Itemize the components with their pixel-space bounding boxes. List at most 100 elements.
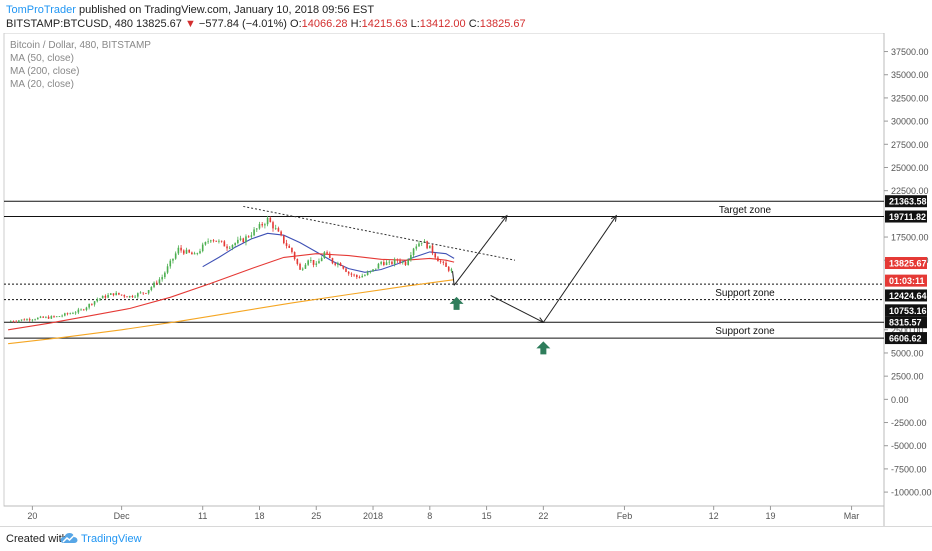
candle-body (380, 262, 382, 264)
candle-body (31, 319, 34, 321)
candle-body (299, 263, 301, 270)
time-axis: 20 Dec 11 18 25 2018 8 15 22 Feb 12 19 Mar (27, 506, 859, 521)
candle-body (137, 293, 139, 297)
plot-frame (3, 33, 885, 507)
candle-body (23, 319, 26, 321)
candle-body (407, 259, 409, 265)
price-chart[interactable]: 37500.00 35000.00 32500.00 30000.00 27500.00… (0, 33, 932, 526)
time-tick-label: 12 (709, 511, 719, 521)
zones: Target zone Support zone Support zone (4, 200, 884, 339)
candle-body (445, 262, 447, 267)
candle-body (182, 250, 185, 254)
candle-body (420, 242, 423, 244)
candle-body (147, 290, 150, 294)
candle-body (285, 243, 288, 246)
tradingview-brand[interactable]: TradingView (81, 533, 142, 545)
ma50-line (8, 253, 455, 331)
candle-body (396, 259, 399, 261)
candle-body (264, 224, 266, 226)
legend-ma200: MA (200, close) (10, 66, 79, 77)
candle-body (196, 253, 199, 255)
candle-body (215, 240, 218, 242)
candle-body (358, 277, 361, 278)
price-badge-label: 13825.67 (889, 259, 927, 269)
published-text: published on TradingView.com, January 10… (78, 4, 375, 16)
candle-body (383, 262, 385, 266)
candle-body (301, 268, 304, 270)
candle-body (123, 295, 126, 297)
candle-body (109, 293, 112, 295)
candle-body (431, 245, 434, 254)
candle-body (204, 242, 207, 245)
candle-body (118, 292, 120, 295)
candle-body (320, 258, 323, 262)
close-label: C: (468, 18, 480, 30)
price-tick-label: 35000.00 (891, 70, 929, 80)
candle-body (239, 238, 242, 240)
candle-body (364, 275, 366, 276)
price-badge-label: 12424.64 (889, 291, 927, 301)
candle-body (166, 266, 169, 273)
candle-body (323, 252, 326, 259)
candle-body (447, 266, 450, 271)
candle-body (258, 224, 261, 229)
price-tick-label: 0.00 (891, 395, 909, 405)
candle-body (247, 236, 250, 238)
candle-body (245, 236, 247, 243)
legend-title: Bitcoin / Dollar, 480, BITSTAMP (10, 40, 151, 51)
candle-body (374, 268, 377, 270)
price-badges: 21363.58 19711.82 13825.67 01:03:11 12424.64… (885, 195, 927, 345)
candle-body (131, 295, 134, 298)
candle-body (9, 321, 12, 322)
candle-body (437, 257, 439, 262)
legend-ma50: MA (50, close) (10, 53, 74, 64)
time-tick-label: 11 (198, 511, 207, 521)
price-tick-label: 25000.00 (891, 163, 929, 173)
candle-body (399, 260, 401, 263)
candle-body (104, 295, 107, 298)
candle-body (218, 240, 220, 242)
green-up-arrow-icon (536, 341, 551, 355)
price-badge-label: 21363.58 (889, 197, 927, 207)
candle-body (74, 312, 77, 314)
candle-body (77, 309, 80, 313)
candle-body (169, 260, 172, 267)
price-badge (885, 316, 927, 329)
low-label: L: (410, 18, 420, 30)
candle-body (185, 249, 188, 254)
price-tick-label: 2500.00 (891, 372, 924, 382)
candle-body (199, 251, 201, 254)
candle-body (28, 319, 31, 321)
projection-arrow-line (490, 295, 544, 323)
candle-body (369, 270, 372, 273)
author-link[interactable]: TomProTrader (6, 4, 76, 16)
price-tick-label: 32500.00 (891, 93, 929, 103)
candle-body (377, 263, 380, 269)
candle-body (47, 316, 50, 319)
candle-body (237, 239, 239, 244)
candle-body (293, 252, 296, 260)
time-tick-label: 18 (254, 511, 264, 521)
candle-body (412, 248, 415, 256)
candle-body (410, 255, 412, 260)
low-value: 13412.00 (419, 18, 466, 30)
candle-body (174, 253, 177, 259)
candle-body (172, 258, 174, 261)
price-badge-label: 10753.16 (889, 306, 927, 316)
candle-body (128, 295, 131, 298)
candle-body (261, 224, 263, 226)
zone-label: Target zone (719, 205, 772, 216)
price-badge (885, 257, 927, 270)
candle-body (58, 316, 61, 318)
candle-body (20, 319, 23, 321)
candle-body (26, 319, 28, 321)
candle-body (107, 294, 109, 298)
candle-body (442, 261, 445, 263)
candle-body (434, 253, 437, 258)
candle-body (339, 263, 342, 266)
candle-body (353, 274, 355, 276)
projection-link (452, 271, 455, 286)
price-tick-label: -10000.00 (891, 488, 932, 498)
time-tick-label: 2018 (363, 511, 383, 521)
high-value: 14215.63 (361, 18, 408, 30)
